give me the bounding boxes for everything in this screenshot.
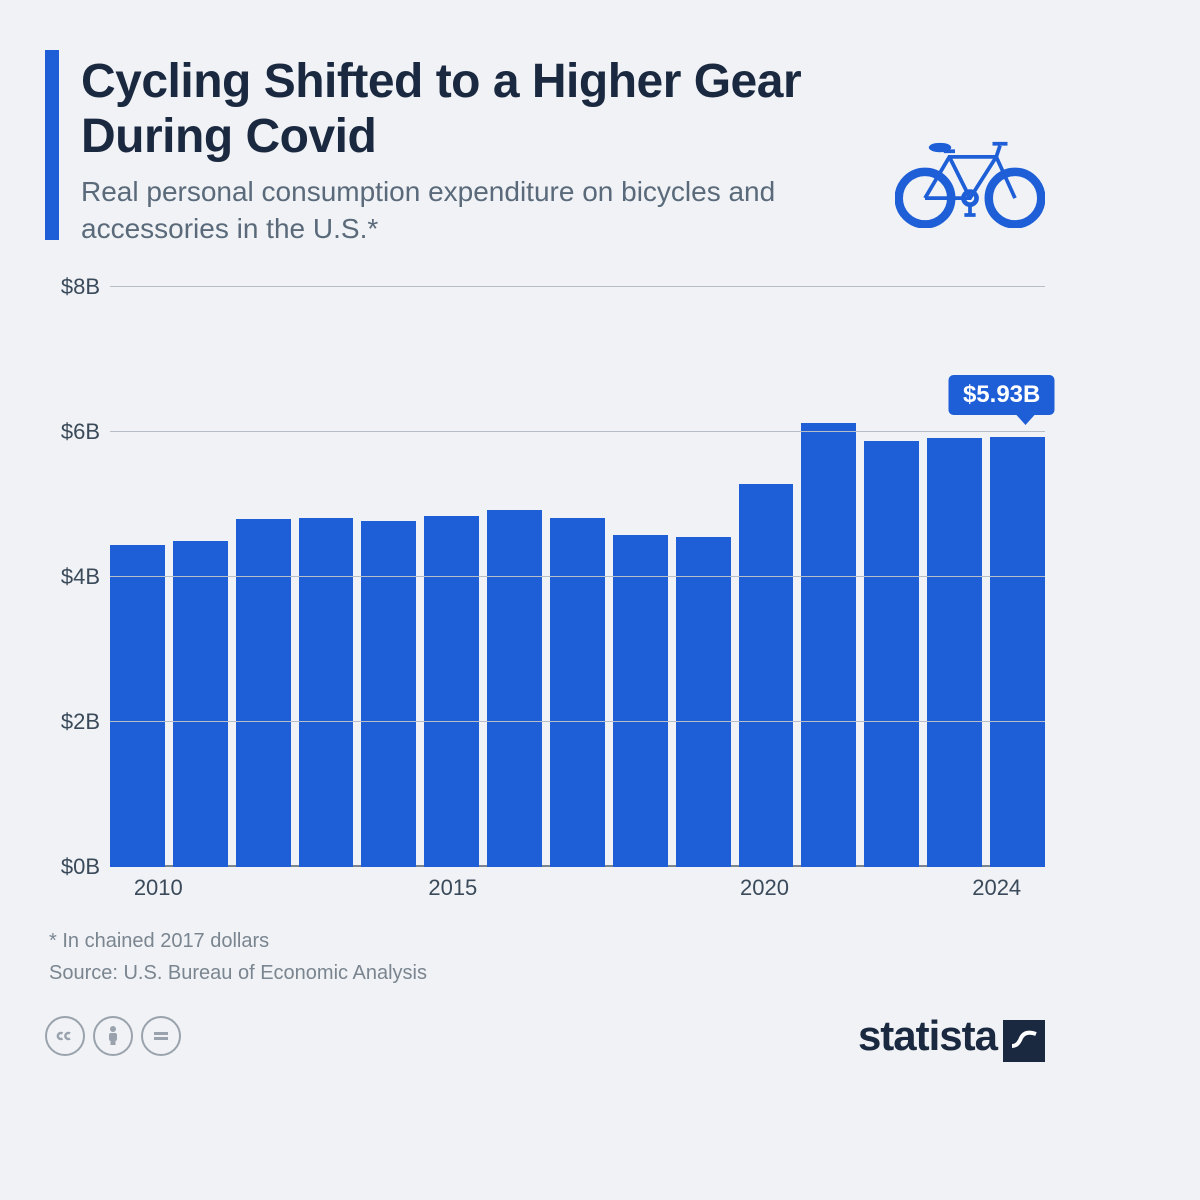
y-tick-label: $0B <box>61 854 100 880</box>
license-icons <box>45 1016 181 1056</box>
plot-area: $5.93B <box>110 287 1045 867</box>
footnote-source: Source: U.S. Bureau of Economic Analysis <box>49 957 1045 989</box>
value-callout: $5.93B <box>949 375 1054 415</box>
y-axis: $0B$2B$4B$6B$8B <box>45 287 110 867</box>
x-tick-label: 2010 <box>134 875 183 901</box>
gridline <box>110 431 1045 432</box>
gridline <box>110 576 1045 577</box>
titles: Cycling Shifted to a Higher Gear During … <box>81 50 885 247</box>
infographic-container: Cycling Shifted to a Higher Gear During … <box>0 0 1090 1090</box>
x-tick-label: 2024 <box>972 875 1021 901</box>
y-tick-label: $6B <box>61 419 100 445</box>
bar <box>487 510 542 867</box>
bar <box>676 537 731 868</box>
logo-mark-icon <box>1003 1020 1045 1062</box>
footnote-note: * In chained 2017 dollars <box>49 925 1045 957</box>
bar <box>801 423 856 867</box>
bar <box>739 484 794 867</box>
header: Cycling Shifted to a Higher Gear During … <box>45 50 1045 247</box>
bicycle-icon <box>895 125 1045 235</box>
gridline <box>110 721 1045 722</box>
bar <box>361 521 416 868</box>
footnotes: * In chained 2017 dollars Source: U.S. B… <box>49 925 1045 989</box>
logo-text: statista <box>858 1012 997 1060</box>
bar <box>613 535 668 867</box>
cc-icon <box>45 1016 85 1056</box>
y-tick-label: $4B <box>61 564 100 590</box>
bar <box>110 545 165 868</box>
x-tick-label: 2020 <box>740 875 789 901</box>
y-tick-label: $8B <box>61 274 100 300</box>
gridline <box>110 286 1045 287</box>
by-icon <box>93 1016 133 1056</box>
bar <box>927 438 982 867</box>
nd-icon <box>141 1016 181 1056</box>
bar: $5.93B <box>990 437 1045 867</box>
footer: statista <box>45 1012 1045 1060</box>
accent-bar <box>45 50 59 240</box>
statista-logo: statista <box>858 1012 1045 1060</box>
chart-title: Cycling Shifted to a Higher Gear During … <box>81 54 885 164</box>
bar <box>299 518 354 867</box>
x-tick-label: 2015 <box>428 875 477 901</box>
bars-container: $5.93B <box>110 287 1045 867</box>
y-tick-label: $2B <box>61 709 100 735</box>
bar <box>424 516 479 868</box>
bar <box>173 541 228 867</box>
bar <box>236 519 291 867</box>
x-axis: 2010 2015 2020 2024 <box>110 867 1045 907</box>
chart-area: $0B$2B$4B$6B$8B $5.93B 2010201520202024 <box>45 287 1045 907</box>
bar <box>864 441 919 867</box>
chart-subtitle: Real personal consumption expenditure on… <box>81 174 885 247</box>
bar <box>550 518 605 867</box>
